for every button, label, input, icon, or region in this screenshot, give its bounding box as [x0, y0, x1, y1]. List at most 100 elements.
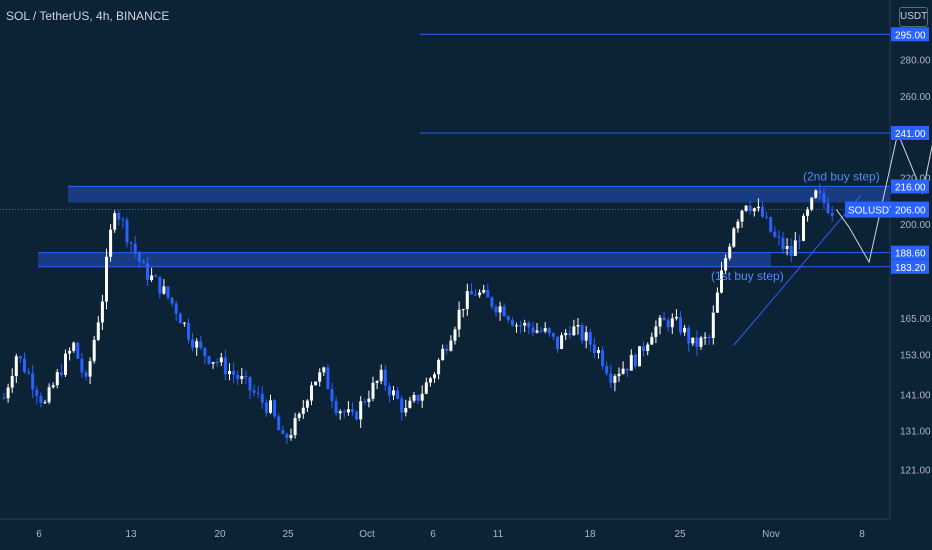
candle-body [346, 409, 350, 413]
candle-body [547, 328, 551, 334]
candle-body [793, 240, 797, 256]
time-tick-label: 13 [125, 529, 137, 540]
candle-body [125, 219, 129, 243]
candle-body [305, 400, 309, 408]
candle-body [400, 398, 404, 413]
candle-body [2, 398, 6, 400]
candle-body [117, 213, 121, 220]
candle-body [748, 205, 752, 212]
candle-body [31, 373, 35, 390]
candle-body [277, 416, 281, 431]
time-axis[interactable]: 6 13 20 25 Oct 6 11 18 25 Nov 8 [36, 529, 865, 540]
annotation-1st-buy-step: (1st buy step) [711, 269, 784, 283]
candle-body [141, 261, 145, 264]
symbol-tag-label: SOLUSDT [848, 206, 895, 217]
candle-body [310, 385, 313, 401]
candle-body [223, 357, 227, 375]
price-tag-3 [891, 245, 929, 260]
candle-body [6, 387, 10, 399]
candle-body [121, 219, 125, 221]
candle-body [367, 398, 371, 402]
candle-body [199, 341, 203, 348]
price-tags: 295.00 241.00 216.00 188.60 183.20 SOLUSDT 206… [845, 27, 929, 274]
candle-body [338, 411, 342, 414]
candle-body [449, 340, 453, 351]
candle-body [105, 256, 108, 302]
candle-body [76, 342, 80, 359]
candle-body [744, 205, 748, 211]
candle-body [707, 337, 711, 339]
candle-body [498, 306, 502, 313]
candle-body [715, 292, 719, 313]
candle-body [662, 317, 666, 321]
symbol-legend[interactable]: SOL / TetherUS, 4h, BINANCE [6, 9, 170, 23]
candle-body [375, 381, 379, 383]
candle-body [355, 411, 359, 420]
time-tick-label: 8 [859, 529, 865, 540]
candle-body [613, 376, 617, 383]
price-axis[interactable]: 121.00 131.00 141.00 153.00 165.00 200.00 220.… [900, 56, 931, 477]
trend-line [733, 195, 861, 346]
candle-body [818, 190, 822, 194]
time-tick-label: 25 [674, 529, 686, 540]
candle-body [232, 370, 236, 375]
candle-body [461, 309, 465, 311]
candle-body [88, 361, 92, 377]
candle-body [236, 374, 240, 380]
candle-body [51, 385, 55, 388]
candle-body [543, 328, 547, 332]
candle-body [59, 372, 63, 375]
candle-body [166, 286, 170, 298]
candle-body [711, 312, 715, 338]
time-tick-label: Nov [762, 529, 780, 540]
candle-body [683, 327, 687, 333]
candle-body [359, 401, 363, 420]
candle-body [428, 378, 432, 383]
candle-body [137, 252, 141, 262]
candle-body [100, 301, 104, 323]
candle-body [72, 342, 76, 351]
price-tick-label: 153.00 [900, 351, 931, 362]
candle-body [412, 394, 416, 401]
candle-body [785, 246, 789, 249]
candle-body [736, 221, 740, 229]
candle-body [806, 209, 810, 216]
candle-body [691, 337, 695, 344]
candle-body [826, 202, 830, 213]
candle-body [289, 435, 293, 439]
resistance-zone [68, 186, 890, 203]
price-tick-label: 131.00 [900, 427, 931, 438]
candle-body [560, 335, 564, 349]
candle-body [679, 316, 682, 333]
candle-body [490, 297, 494, 307]
annotation-2nd-buy-step: (2nd buy step) [803, 169, 880, 183]
candle-body [68, 350, 72, 354]
candle-body [23, 358, 26, 373]
zones-layer [38, 186, 890, 267]
time-tick-label: 18 [584, 529, 596, 540]
support-zone [38, 252, 771, 267]
candle-body [510, 320, 514, 326]
candle-body [408, 400, 412, 408]
candle-body [146, 263, 149, 280]
price-tick-label: 260.00 [900, 92, 931, 103]
candle-body [597, 350, 600, 354]
candle-body [465, 291, 469, 310]
candle-body [777, 236, 781, 238]
candle-body [92, 339, 96, 362]
candle-body [326, 367, 330, 390]
candle-body [433, 374, 436, 379]
candle-body [617, 373, 621, 377]
candle-body [191, 339, 195, 348]
candle-body [740, 210, 744, 222]
candle-body [695, 337, 699, 347]
candle-body [55, 372, 59, 386]
candle-body [761, 206, 764, 217]
candle-body [621, 368, 625, 374]
price-tag-4 [891, 259, 929, 274]
currency-unit-button[interactable]: USDT [899, 7, 928, 27]
candle-body [527, 322, 531, 328]
